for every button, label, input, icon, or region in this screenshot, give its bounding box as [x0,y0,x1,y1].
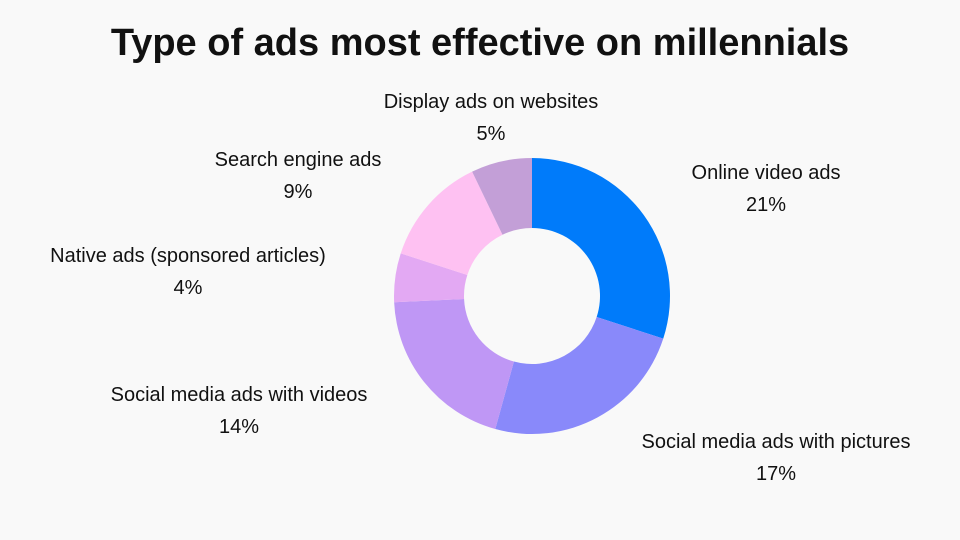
label-native-ads: Native ads (sponsored articles) 4% [50,245,326,299]
label-display-ads: Display ads on websites 5% [383,91,599,145]
donut-slice-1 [495,317,664,434]
donut-slice-3 [393,253,468,303]
donut-slice-2 [394,299,514,430]
label-search-engine-ads: Search engine ads 9% [214,149,382,203]
label-social-pictures: Social media ads with pictures 17% [641,431,911,485]
label-social-videos: Social media ads with videos 14% [110,384,368,438]
donut-slice-5 [472,158,532,235]
label-online-video-ads: Online video ads 21% [691,162,841,216]
chart-title: Type of ads most effective on millennial… [110,22,850,64]
donut-slice-0 [532,158,670,339]
donut-slice-4 [400,171,503,275]
